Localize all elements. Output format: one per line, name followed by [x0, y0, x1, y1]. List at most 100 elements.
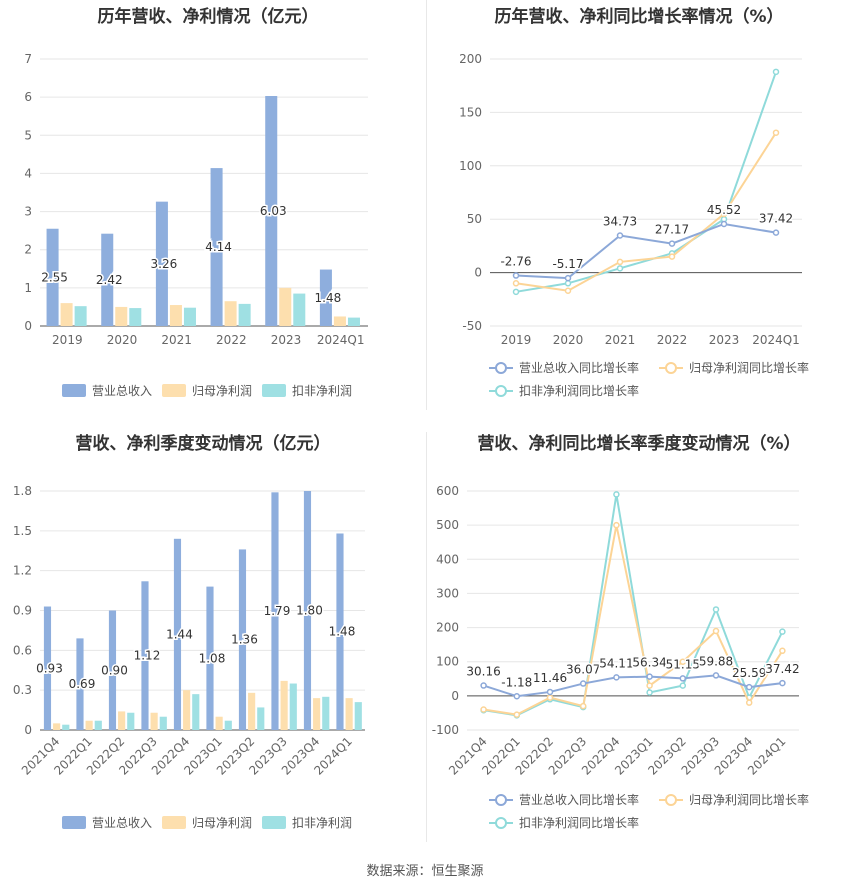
data-label: 0.69	[69, 677, 96, 691]
data-point	[564, 280, 572, 287]
data-point	[616, 258, 624, 266]
series-line-revenue	[515, 222, 777, 280]
legend-label: 扣非净利润	[292, 384, 352, 398]
data-label: 0.90	[101, 663, 128, 677]
data-point	[480, 682, 487, 689]
data-label: 1.80	[296, 604, 323, 618]
legend-marker	[495, 817, 507, 829]
data-label: 36.07	[566, 663, 600, 677]
x-tick-label: 2024Q1	[752, 333, 800, 347]
bar-deducted	[74, 306, 87, 326]
bar-revenue	[46, 228, 59, 326]
y-tick-label: 2	[24, 243, 32, 257]
legend-label: 归母净利润	[192, 384, 252, 398]
legend-label: 扣非净利润同比增长率	[519, 815, 639, 830]
data-point	[779, 647, 786, 655]
data-label: 0.93	[36, 661, 63, 675]
data-label: 25.59	[732, 666, 766, 680]
legend-swatch	[62, 384, 86, 397]
legend-label: 营业总收入同比增长率	[519, 360, 639, 375]
data-label: 11.46	[533, 671, 567, 685]
data-label: 1.44	[166, 627, 193, 641]
bar-deducted	[62, 724, 70, 730]
data-label: 45.52	[707, 203, 741, 217]
x-tick-label: 2020	[107, 333, 138, 347]
data-source-footer: 数据来源：恒生聚源	[366, 864, 484, 879]
bar-netprofit	[85, 720, 93, 730]
y-tick-label: 50	[467, 212, 482, 226]
y-tick-label: 0	[24, 319, 32, 333]
legend-label: 归母净利润同比增长率	[689, 792, 809, 807]
legend-swatch	[62, 816, 86, 829]
bar-deducted	[159, 716, 167, 730]
vertical-divider-bottom	[426, 432, 427, 842]
y-tick-label: 7	[24, 52, 32, 66]
data-point	[616, 232, 624, 239]
y-tick-label: 600	[436, 484, 459, 498]
data-point	[564, 274, 572, 282]
bar-netprofit	[60, 303, 73, 326]
data-label: -2.76	[500, 255, 531, 269]
data-label: 56.34	[632, 656, 666, 670]
data-label: 4.14	[205, 240, 232, 254]
bar-revenue	[76, 638, 84, 730]
data-point	[480, 706, 487, 713]
bar-revenue	[238, 549, 247, 730]
bar-deducted	[289, 683, 297, 730]
quarterly-revenue-profit-chart: 营收、净利季度变动情况（亿元）00.30.60.91.21.51.82021Q4…	[13, 433, 365, 830]
data-label: 27.17	[655, 223, 689, 237]
bar-deducted	[224, 720, 232, 730]
y-tick-label: 100	[436, 655, 459, 669]
bar-netprofit	[215, 716, 223, 730]
chart-title: 历年营收、净利情况（亿元）	[98, 6, 319, 27]
series-line-netprofit	[483, 524, 784, 716]
bar-deducted	[127, 712, 135, 730]
data-label: 1.12	[134, 649, 161, 663]
x-tick-label: 2021	[161, 333, 192, 347]
data-label: 6.03	[260, 204, 287, 218]
data-point	[564, 287, 572, 295]
data-point	[712, 627, 720, 635]
data-point	[512, 272, 520, 279]
data-label: 1.48	[329, 625, 356, 639]
bar-revenue	[303, 491, 312, 730]
data-point	[513, 711, 521, 718]
legend-label: 归母净利润	[192, 816, 252, 830]
y-tick-label: -100	[432, 723, 459, 737]
bar-netprofit	[279, 287, 292, 326]
data-point	[772, 229, 780, 236]
bar-revenue	[336, 533, 344, 730]
bar-revenue	[43, 606, 52, 730]
legend-label: 营业总收入同比增长率	[519, 792, 639, 807]
y-tick-label: 0	[451, 689, 459, 703]
y-tick-label: 0	[24, 723, 32, 737]
legend-marker	[495, 794, 507, 806]
data-label: 51.15	[666, 657, 700, 671]
legend-marker	[495, 385, 507, 397]
bar-deducted	[129, 308, 142, 326]
y-tick-label: 3	[24, 205, 32, 219]
data-point	[646, 682, 653, 689]
data-label: 1.48	[315, 291, 342, 305]
data-point	[616, 265, 624, 272]
bar-netprofit	[115, 306, 128, 326]
bar-deducted	[347, 317, 360, 326]
y-tick-label: 0.6	[13, 643, 32, 657]
data-point	[720, 220, 728, 228]
legend-label: 扣非净利润	[292, 816, 352, 830]
bar-deducted	[238, 303, 251, 326]
y-tick-label: 0.3	[13, 683, 32, 697]
x-tick-label: 2019	[501, 333, 532, 347]
data-point	[679, 682, 687, 689]
legend-swatch	[162, 384, 186, 397]
data-point	[679, 658, 687, 665]
bar-revenue	[210, 168, 223, 326]
data-point	[646, 673, 653, 680]
x-tick-label: 2021	[605, 333, 636, 347]
y-tick-label: 1.2	[13, 564, 32, 578]
chart-title: 营收、净利同比增长率季度变动情况（%）	[477, 433, 800, 454]
bar-netprofit	[118, 711, 126, 730]
annual-revenue-profit-chart: 历年营收、净利情况（亿元） 0 1 2 3 4 5 6 7 2019 2020 2021 2022 202…	[24, 6, 368, 398]
data-point	[512, 280, 520, 287]
data-label: 2.42	[96, 273, 123, 287]
